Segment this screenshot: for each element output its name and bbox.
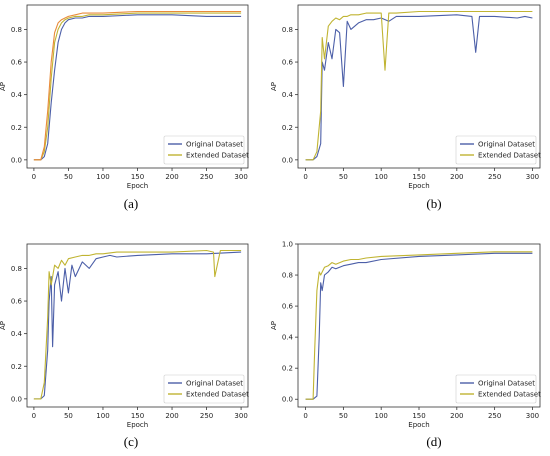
series-group — [305, 251, 533, 400]
x-axis-label: Epoch — [408, 182, 429, 190]
x-tick-label: 300 — [234, 173, 247, 181]
y-tick-label: 0.8 — [282, 26, 293, 34]
legend-entry: Original Dataset — [186, 141, 243, 149]
legend-entry: Extended Dataset — [186, 152, 249, 160]
x-tick-label: 150 — [131, 173, 144, 181]
y-tick-label: 0.2 — [282, 365, 293, 373]
x-tick-label: 0 — [303, 412, 307, 420]
panel-caption: (c) — [124, 434, 138, 449]
x-tick-label: 200 — [450, 173, 463, 181]
x-tick-label: 150 — [412, 412, 425, 420]
legend-box — [163, 374, 245, 404]
panel-caption: (a) — [124, 196, 138, 211]
series-group — [305, 10, 533, 161]
chart-panel-d: 0 50 100 150 200 250 300 0.0 0.2 0.4 0.6 0.8 1.0 Epoc… — [270, 241, 541, 450]
y-tick-label: 1.0 — [282, 241, 293, 249]
x-tick-label: 250 — [488, 412, 501, 420]
series-line-2 — [305, 251, 533, 400]
legend: Original Dataset Extended Dataset — [455, 374, 541, 404]
legend: Original Dataset Extended Dataset — [163, 135, 249, 165]
legend-entry: Original Dataset — [478, 141, 535, 149]
legend-entry: Extended Dataset — [186, 391, 249, 399]
series-line-2 — [33, 249, 242, 400]
legend: Original Dataset Extended Dataset — [163, 374, 249, 404]
legend-box — [455, 135, 537, 165]
x-tick-label: 150 — [412, 173, 425, 181]
x-tick-label: 0 — [32, 173, 36, 181]
x-tick-label: 250 — [200, 412, 213, 420]
legend-entry: Original Dataset — [186, 380, 243, 388]
y-axis-label: AP — [0, 82, 7, 91]
series-line-1 — [33, 14, 242, 161]
series-line-1 — [305, 252, 533, 400]
x-tick-label: 50 — [64, 412, 73, 420]
x-axis-label: Epoch — [127, 182, 148, 190]
x-axis-label: Epoch — [408, 421, 429, 429]
series-group — [33, 249, 242, 400]
y-tick-label: 0.0 — [11, 395, 22, 403]
x-tick-label: 100 — [96, 412, 109, 420]
legend-box — [163, 135, 245, 165]
y-tick-label: 0.8 — [11, 26, 22, 34]
series-line-2 — [33, 12, 242, 161]
series-line-2 — [305, 10, 533, 161]
y-tick-label: 0.2 — [11, 363, 22, 371]
x-tick-label: 50 — [339, 173, 348, 181]
x-tick-label: 0 — [32, 412, 36, 420]
x-tick-label: 50 — [339, 412, 348, 420]
x-tick-label: 50 — [64, 173, 73, 181]
x-tick-label: 250 — [488, 173, 501, 181]
panel-caption: (b) — [426, 196, 441, 211]
y-tick-label: 0.8 — [282, 272, 293, 280]
chart-panel-c: 0 50 100 150 200 250 300 0.0 0.2 0.4 0.6 0.8 Epoch AP… — [0, 243, 249, 449]
chart-panel-b: 0 50 100 150 200 250 300 0.0 0.2 0.4 0.6 0.8 Epoch AP… — [270, 4, 541, 211]
y-axis-label: AP — [270, 82, 278, 91]
y-axis-label: AP — [270, 321, 278, 330]
y-tick-label: 0.0 — [11, 156, 22, 164]
legend-entry: Extended Dataset — [478, 391, 541, 399]
legend-entry: Extended Dataset — [478, 152, 541, 160]
chart-panel-a: 0 50 100 150 200 250 300 0.0 0.2 0.4 0.6 0.8 Epoch AP… — [0, 4, 249, 211]
x-tick-label: 200 — [450, 412, 463, 420]
y-tick-label: 0.8 — [11, 265, 22, 273]
series-line-1 — [33, 251, 242, 400]
x-tick-label: 200 — [165, 173, 178, 181]
x-tick-label: 250 — [200, 173, 213, 181]
y-axis-label: AP — [0, 321, 7, 330]
x-tick-label: 100 — [375, 173, 388, 181]
x-tick-label: 300 — [526, 412, 539, 420]
legend-box — [455, 374, 537, 404]
y-tick-label: 0.2 — [11, 124, 22, 132]
y-tick-label: 0.6 — [11, 59, 23, 67]
x-tick-label: 300 — [234, 412, 247, 420]
y-tick-label: 0.6 — [282, 59, 294, 67]
x-tick-label: 200 — [165, 412, 178, 420]
series-line-1 — [305, 14, 533, 161]
legend-entry: Original Dataset — [478, 380, 535, 388]
y-tick-label: 0.6 — [282, 303, 294, 311]
y-tick-label: 0.6 — [11, 298, 23, 306]
y-tick-label: 0.2 — [282, 124, 293, 132]
x-tick-label: 300 — [526, 173, 539, 181]
series-group — [33, 10, 242, 161]
legend: Original Dataset Extended Dataset — [455, 135, 541, 165]
x-axis-label: Epoch — [127, 421, 148, 429]
x-tick-label: 150 — [131, 412, 144, 420]
y-tick-label: 0.0 — [282, 396, 293, 404]
y-tick-label: 0.4 — [282, 91, 294, 99]
series-line-3 — [33, 10, 242, 161]
x-tick-label: 0 — [303, 173, 307, 181]
x-tick-label: 100 — [96, 173, 109, 181]
y-tick-label: 0.4 — [282, 334, 294, 342]
panel-caption: (d) — [426, 434, 441, 449]
y-tick-label: 0.4 — [11, 330, 23, 338]
y-tick-label: 0.4 — [11, 91, 23, 99]
y-tick-label: 0.0 — [282, 156, 293, 164]
x-tick-label: 100 — [375, 412, 388, 420]
